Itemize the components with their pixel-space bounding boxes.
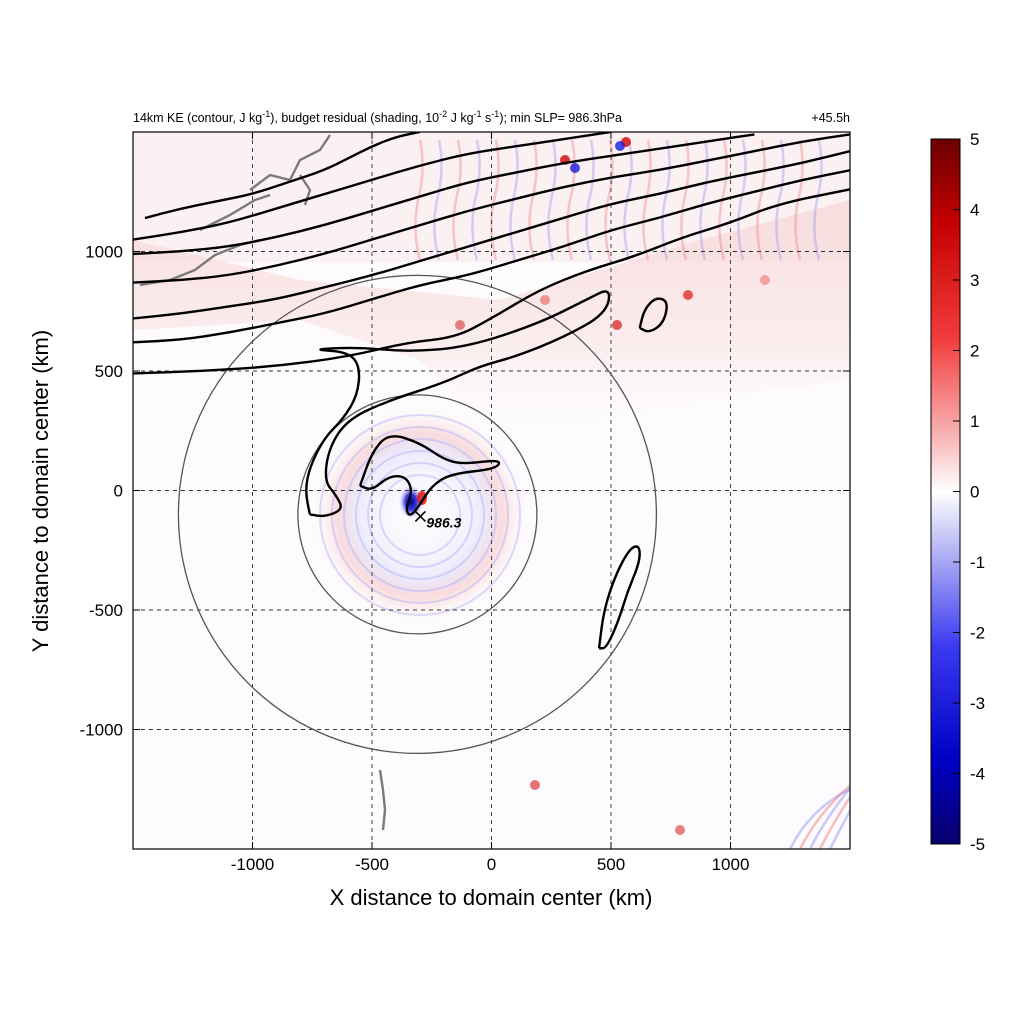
y-tick-label: -1000 (80, 721, 123, 740)
streak-shading (547, 139, 557, 261)
vortex-red-core (417, 491, 427, 505)
colorbar-tick-label: -1 (970, 553, 985, 572)
ke-contour-east-pod (597, 545, 641, 650)
streak-shading (490, 139, 500, 261)
vortex-band (343, 438, 497, 592)
chart-title: 14km KE (contour, J kg-1), budget residu… (133, 109, 622, 125)
range-rings (177, 274, 658, 755)
swirl-shading (828, 808, 850, 849)
streak-shading (737, 139, 747, 261)
ke-contour-jet-5 (133, 133, 755, 256)
min-slp-label: 986.3 (426, 514, 461, 530)
y-tick-label: -500 (89, 601, 123, 620)
colorbar-tick-label: 4 (970, 201, 979, 220)
x-tick-label: -500 (355, 855, 389, 874)
y-axis-title: Y distance to domain center (km) (28, 330, 53, 652)
colorbar-tick-label: 1 (970, 412, 979, 431)
ke-contour-jet-6 (133, 132, 612, 241)
ke-contour-small-loop (638, 297, 668, 333)
x-axis-ticks: -1000 -500 0 500 1000 (231, 132, 750, 874)
streak-shading (699, 139, 709, 261)
colorbar-tick-label: -3 (970, 694, 985, 713)
streak-shading (775, 139, 785, 261)
residual-spot (675, 825, 685, 835)
colorbar-tick-label: 3 (970, 271, 979, 290)
residual-spot (455, 320, 465, 330)
ke-contour-jet-2 (133, 169, 850, 344)
range-ring (297, 394, 538, 635)
range-ring (177, 274, 658, 755)
swirl-shading (788, 787, 850, 849)
streak-shading (661, 139, 671, 261)
plot-area: 986.3 (133, 132, 850, 849)
vortex-band (367, 462, 473, 568)
coast-segment (249, 134, 331, 191)
ke-contour-jet-3 (133, 149, 850, 320)
ke-contour-jet-7 (144, 132, 421, 220)
residual-spot (570, 163, 580, 173)
streak-shading (452, 139, 462, 261)
streak-shading (433, 139, 443, 261)
coast-segment (378, 769, 387, 831)
y-tick-label: 1000 (85, 243, 123, 262)
colorbar-tick-label: 2 (970, 342, 979, 361)
streak-shading (471, 139, 481, 261)
forecast-hour-label: +45.5h (811, 111, 850, 125)
streak-shading (642, 139, 652, 261)
residual-spot (612, 320, 622, 330)
colorbar: 5 4 3 2 1 0 -1 -2 -3 -4 -5 (930, 130, 985, 854)
colorbar-tick-label: 5 (970, 130, 979, 149)
residual-spot (615, 141, 625, 151)
colorbar-tick-label: -4 (970, 765, 985, 784)
x-tick-label: 0 (487, 855, 496, 874)
x-tick-label: 1000 (712, 855, 750, 874)
residual-spot (530, 780, 540, 790)
ke-contour-jet-4 (133, 133, 850, 284)
y-tick-label: 500 (95, 362, 123, 381)
ke-contour-tongue (305, 290, 611, 518)
ke-contour-jet-1 (133, 188, 850, 375)
x-axis-title: X distance to domain center (km) (330, 885, 653, 910)
swirl-shading (818, 794, 850, 849)
swirl-shading (798, 783, 850, 849)
swirl-shading (808, 786, 850, 849)
y-tick-label: 0 (114, 482, 123, 501)
colorbar-tick-label: -2 (970, 624, 985, 643)
storm-center-marker: 986.3 (414, 510, 462, 530)
streak-shading (756, 139, 766, 261)
colorbar-tick-label: -5 (970, 835, 985, 854)
residual-spot (760, 275, 770, 285)
streak-shading (528, 139, 538, 261)
x-tick-label: 500 (597, 855, 625, 874)
vortex-band (379, 474, 461, 556)
streak-shading (604, 139, 614, 261)
residual-spot (540, 295, 550, 305)
streak-shading (680, 139, 690, 261)
storm-center-x-icon (414, 510, 426, 522)
colorbar-tick-label: 0 (970, 483, 979, 502)
ke-contours (133, 132, 850, 650)
coast-segment (199, 193, 271, 232)
vortex-band (355, 450, 485, 580)
residual-spot (683, 290, 693, 300)
streak-shading (414, 139, 424, 261)
vortex-core-shading (398, 484, 424, 520)
streak-shading (566, 139, 576, 261)
ke-contour-core (358, 435, 501, 516)
colorbar-ticks: 5 4 3 2 1 0 -1 -2 -3 -4 -5 (953, 130, 985, 854)
y-axis-ticks: 1000 500 0 -500 -1000 (80, 243, 850, 740)
x-tick-label: -1000 (231, 855, 274, 874)
